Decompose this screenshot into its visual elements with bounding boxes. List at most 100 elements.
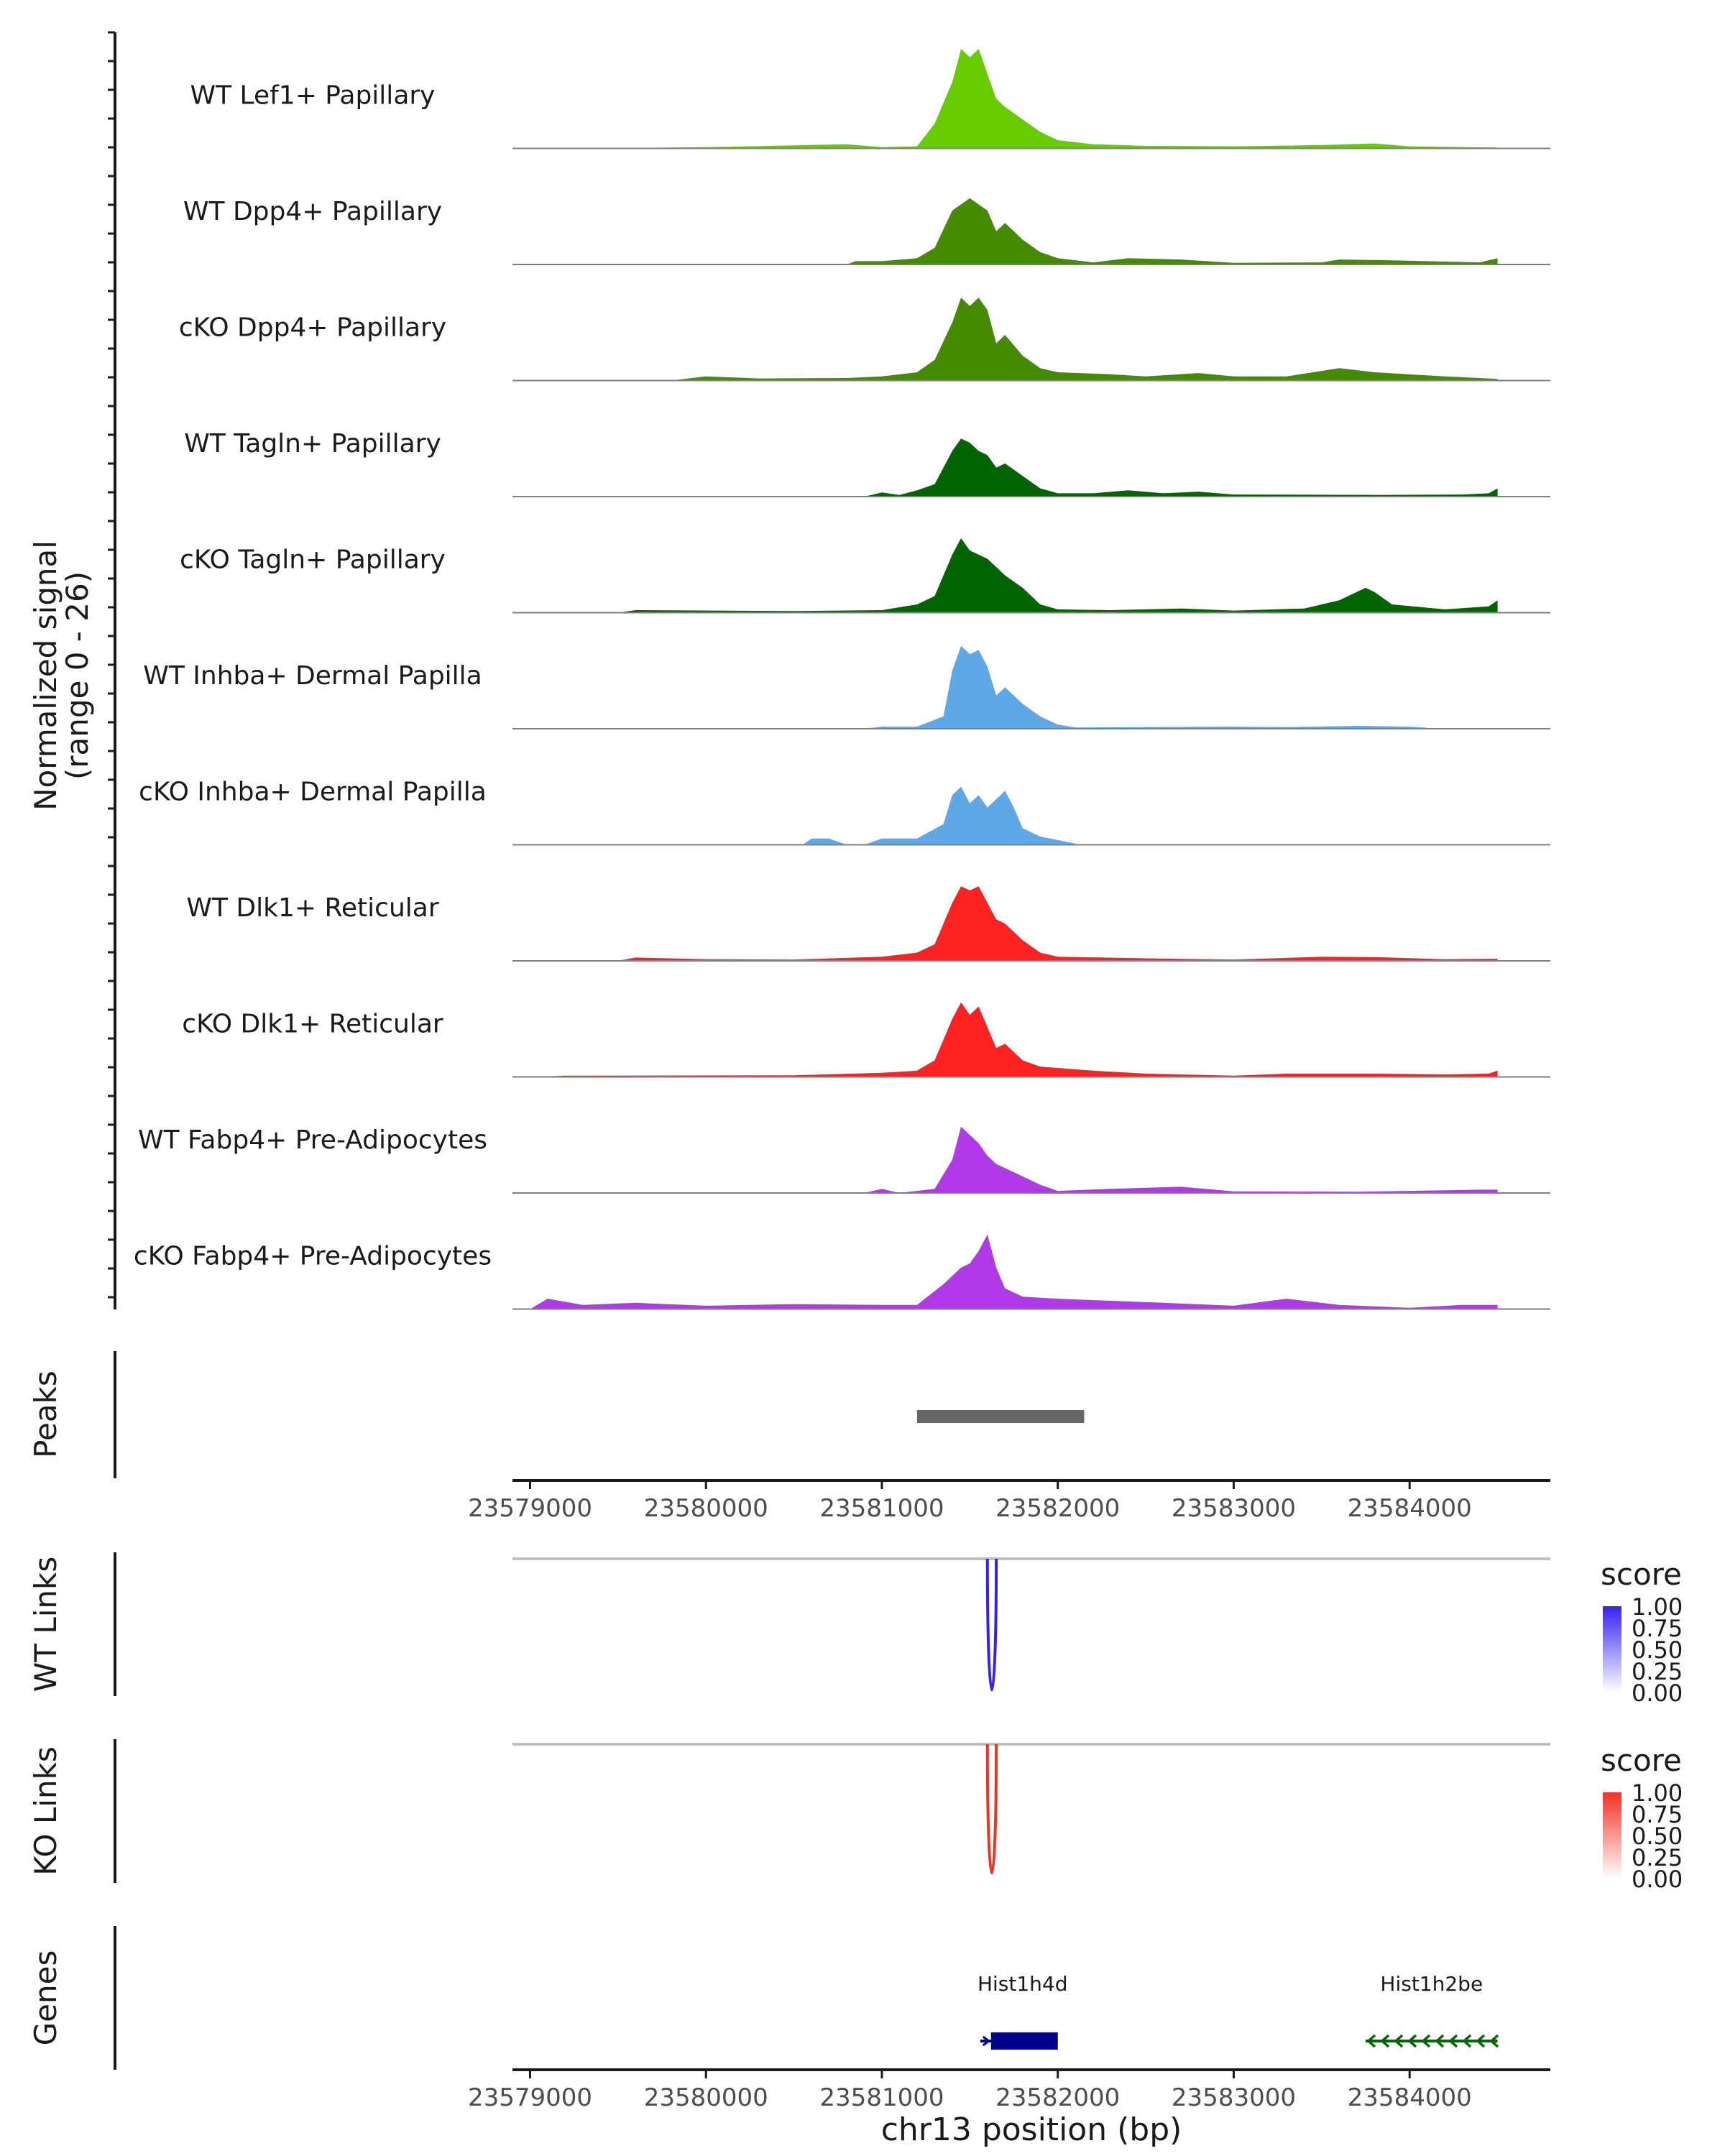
track-label: WT Inhba+ Dermal Papilla bbox=[143, 661, 482, 691]
track-coverage-area bbox=[864, 438, 1498, 497]
x-axis-ticks-bottom: 23579000 23580000 23581000 23582000 23583000… bbox=[468, 2070, 1472, 2112]
legend-tick-label: 0.75 bbox=[1632, 1801, 1683, 1828]
track-label: cKO Inhba+ Dermal Papilla bbox=[139, 778, 487, 807]
wt-legend-labels: 1.000.750.500.250.00 bbox=[1632, 1593, 1683, 1707]
wt-links-label: WT Links bbox=[28, 1557, 63, 1692]
gene-strand-arrow bbox=[982, 2035, 991, 2047]
x-tick-label: 23581000 bbox=[819, 2083, 944, 2112]
ko-links-score-legend: score 1.000.750.500.250.00 bbox=[1601, 1743, 1683, 1893]
track-0: WT Lef1+ Papillary bbox=[190, 49, 1550, 149]
ko-legend-colorbar bbox=[1603, 1792, 1622, 1879]
gene-0: Hist1h4d bbox=[978, 1972, 1068, 2050]
track-4: cKO Tagln+ Papillary bbox=[180, 538, 1550, 614]
x-tick-label: 23582000 bbox=[995, 2083, 1120, 2112]
track-label: WT Dpp4+ Papillary bbox=[183, 197, 442, 226]
track-5: WT Inhba+ Dermal Papilla bbox=[143, 645, 1550, 729]
track-label: WT Dlk1+ Reticular bbox=[186, 893, 438, 923]
coverage-y-axis-label: Normalized signal bbox=[28, 540, 63, 811]
track-coverage-area bbox=[530, 1002, 1498, 1077]
legend-tick-label: 0.50 bbox=[1632, 1636, 1683, 1664]
x-tick-label: 23583000 bbox=[1172, 1494, 1296, 1523]
ko-legend-labels: 1.000.750.500.250.00 bbox=[1632, 1779, 1683, 1893]
track-9: WT Fabp4+ Pre-Adipocytes bbox=[138, 1125, 1550, 1194]
track-coverage-area bbox=[864, 645, 1427, 729]
gene-strand-arrow bbox=[1448, 2034, 1458, 2048]
legend-tick-label: 0.00 bbox=[1632, 1866, 1683, 1893]
gene-strand-arrow bbox=[1407, 2034, 1417, 2048]
legend-tick-label: 0.75 bbox=[1632, 1615, 1683, 1642]
legend-tick-label: 0.50 bbox=[1632, 1823, 1683, 1850]
track-coverage-area bbox=[617, 538, 1498, 613]
wt-link-arc bbox=[985, 1558, 998, 1692]
track-label: cKO Dlk1+ Reticular bbox=[182, 1010, 443, 1039]
legend-tick-label: 1.00 bbox=[1632, 1593, 1683, 1621]
gene-strand-arrow bbox=[1462, 2034, 1472, 2048]
track-label: cKO Fabp4+ Pre-Adipocytes bbox=[134, 1242, 492, 1271]
x-tick-label: 23582000 bbox=[995, 1494, 1120, 1523]
track-label: WT Tagln+ Papillary bbox=[184, 429, 441, 459]
x-tick-label: 23579000 bbox=[468, 2083, 592, 2112]
coverage-panel: Normalized signal (range 0 - 26) WT Lef1… bbox=[28, 31, 1550, 1310]
wt-legend-colorbar bbox=[1603, 1606, 1622, 1692]
gene-1: Hist1h2be bbox=[1366, 1972, 1499, 2048]
coverage-y-ticks bbox=[108, 31, 115, 1299]
x-tick-label: 23584000 bbox=[1348, 2083, 1472, 2112]
wt-legend-title: score bbox=[1601, 1557, 1682, 1592]
track-label: WT Lef1+ Papillary bbox=[190, 81, 436, 111]
track-8: cKO Dlk1+ Reticular bbox=[182, 1002, 1550, 1078]
peak-region bbox=[916, 1410, 1085, 1423]
x-tick-label: 23579000 bbox=[468, 1494, 592, 1523]
track-coverage-area bbox=[530, 1234, 1498, 1309]
peaks-panel: Peaks 23579000 23580000 23581000 23582000 23… bbox=[28, 1351, 1550, 1523]
ko-links-label: KO Links bbox=[28, 1746, 63, 1876]
peaks-label: Peaks bbox=[28, 1370, 63, 1458]
x-tick-label: 23583000 bbox=[1172, 2083, 1296, 2112]
gene-models: Hist1h4d Hist1h2be bbox=[978, 1972, 1499, 2050]
gene-strand-arrow bbox=[1435, 2034, 1445, 2048]
x-axis-ticks-top: 23579000 23580000 23581000 23582000 23583000… bbox=[468, 1480, 1472, 1523]
track-10: cKO Fabp4+ Pre-Adipocytes bbox=[134, 1234, 1550, 1310]
x-tick-label: 23581000 bbox=[819, 1494, 944, 1523]
coverage-y-axis-range: (range 0 - 26) bbox=[60, 571, 95, 780]
track-6: cKO Inhba+ Dermal Papilla bbox=[139, 778, 1550, 846]
legend-tick-label: 1.00 bbox=[1632, 1779, 1683, 1807]
track-3: WT Tagln+ Papillary bbox=[184, 429, 1550, 497]
x-tick-label: 23580000 bbox=[644, 2083, 768, 2112]
gene-strand-arrow bbox=[1476, 2034, 1486, 2048]
ko-legend-title: score bbox=[1601, 1743, 1682, 1778]
track-coverage-area bbox=[671, 298, 1498, 381]
track-coverage-area bbox=[706, 198, 1498, 264]
x-tick-label: 23584000 bbox=[1348, 1494, 1472, 1523]
track-label: WT Fabp4+ Pre-Adipocytes bbox=[138, 1125, 487, 1155]
track-coverage-area bbox=[864, 1126, 1498, 1193]
track-label: cKO Tagln+ Papillary bbox=[180, 545, 446, 575]
legend-tick-label: 0.00 bbox=[1632, 1680, 1683, 1707]
legend-tick-label: 0.25 bbox=[1632, 1844, 1683, 1871]
ko-link-arc bbox=[985, 1743, 998, 1875]
track-2: cKO Dpp4+ Papillary bbox=[179, 298, 1550, 382]
wt-links-score-legend: score 1.000.750.500.250.00 bbox=[1601, 1557, 1683, 1707]
gene-strand-arrow bbox=[1489, 2034, 1499, 2048]
x-tick-label: 23580000 bbox=[644, 1494, 768, 1523]
legend-tick-label: 0.25 bbox=[1632, 1658, 1683, 1685]
peak-regions bbox=[916, 1410, 1085, 1423]
gene-strand-arrow bbox=[1380, 2034, 1390, 2048]
gene-name: Hist1h2be bbox=[1380, 1972, 1483, 1996]
track-coverage-area bbox=[617, 886, 1498, 961]
wt-links-panel: WT Links score 1.000.750.500.250.00 bbox=[28, 1552, 1683, 1707]
track-coverage-area bbox=[530, 49, 1498, 149]
gene-strand-arrow bbox=[1366, 2034, 1376, 2048]
track-coverage-area bbox=[802, 786, 1076, 845]
coverage-tracks: WT Lef1+ Papillary WT Dpp4+ Papillary cKO … bbox=[134, 49, 1550, 1310]
track-7: WT Dlk1+ Reticular bbox=[186, 886, 1550, 962]
gene-name: Hist1h4d bbox=[978, 1972, 1068, 1996]
gene-exon bbox=[990, 2032, 1058, 2050]
gene-strand-arrow bbox=[1394, 2034, 1404, 2048]
track-1: WT Dpp4+ Papillary bbox=[183, 197, 1550, 265]
gene-strand-arrow bbox=[1421, 2034, 1431, 2048]
genes-panel: Genes Hist1h4d Hist1h2be 23579000 23580000… bbox=[28, 1926, 1550, 2148]
genes-label: Genes bbox=[28, 1950, 63, 2046]
x-axis-label: chr13 position (bp) bbox=[881, 2111, 1182, 2148]
track-label: cKO Dpp4+ Papillary bbox=[179, 313, 446, 343]
